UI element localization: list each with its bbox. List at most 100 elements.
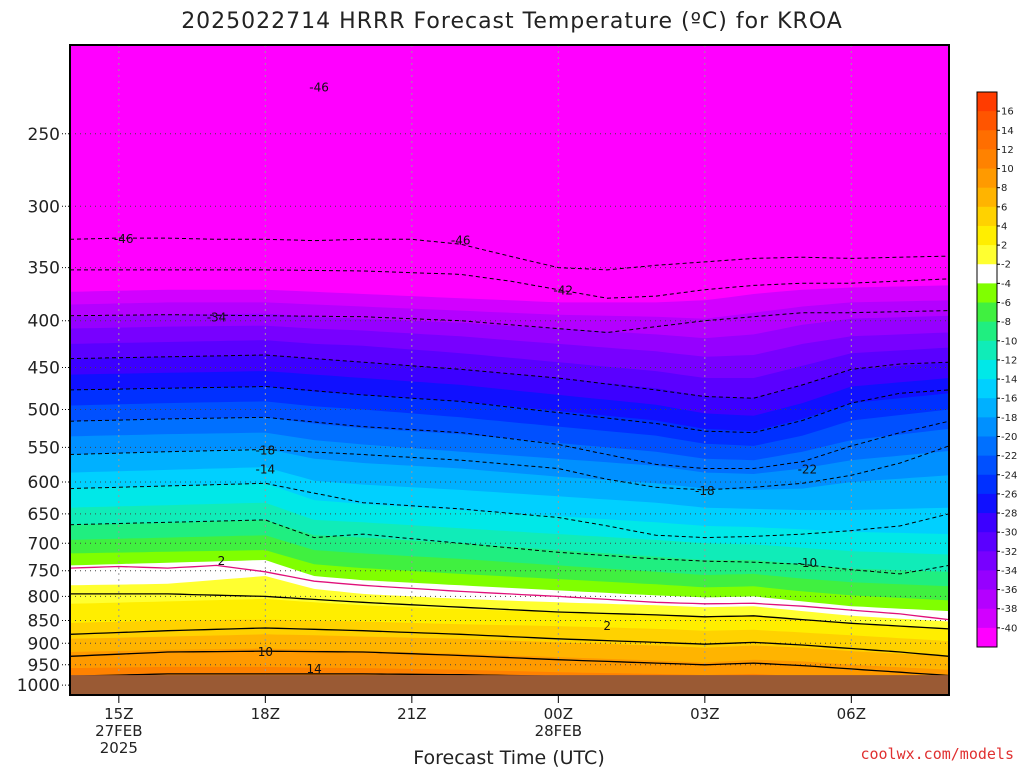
isotherm-dashed--46 [70,237,949,271]
colorbar-label: -24 [1001,470,1017,481]
isotherm-dashed--14 [70,482,949,539]
colorbar-swatch [977,321,997,342]
contour-label: -46 [451,233,471,247]
colorbar-label: 8 [1001,183,1007,194]
credit-text: coolwx.com/models [860,745,1014,763]
colorbar-label: 2 [1001,241,1007,252]
contour-label: -46 [114,232,134,246]
colorbar-swatch [977,187,997,208]
y-tick-label: 550 [28,438,60,458]
colorbar-swatch [977,608,997,629]
contour-label: 2 [218,554,226,568]
colorbar-swatch [977,206,997,227]
colorbar-label: -40 [1001,623,1017,634]
isotherm-solid-10 [70,650,949,677]
colorbar-label: -26 [1001,489,1017,500]
isotherm-solid-2 [70,593,949,630]
contour-label: -34 [207,311,227,325]
isotherm-dashed--30 [70,354,949,399]
colorbar-label: 4 [1001,221,1007,232]
colorbar-swatch [977,149,997,170]
y-tick-label: 950 [28,656,60,676]
y-tick-label: 800 [28,587,60,607]
colorbar-label: -38 [1001,604,1017,615]
colorbar-swatch [977,398,997,418]
colorbar-label: -32 [1001,547,1017,558]
colorbar-swatch [977,474,997,495]
colorbar-label: 16 [1001,107,1014,118]
y-tick-label: 750 [28,562,60,582]
ground-surface [70,675,949,695]
contour-label: -42 [553,284,573,298]
colorbar-swatch [977,264,997,284]
colorbar-swatch [977,245,997,265]
y-tick-label: 350 [28,259,60,279]
contour-label: -14 [256,463,276,477]
colorbar-label: -4 [1001,279,1011,290]
colorbar-swatch [977,92,997,112]
y-tick-label: 450 [28,359,60,379]
plot-frame [69,44,950,696]
y-tick-label: 400 [28,312,60,332]
colorbar-label: -16 [1001,394,1017,405]
x-tick-label: 15Z [104,705,133,723]
y-tick-label: 850 [28,612,60,632]
colorbar-swatch [977,283,997,304]
colorbar-label: -22 [1001,451,1017,462]
colorbar-label: -14 [1001,375,1017,386]
colorbar-swatch [977,551,997,571]
colorbar-swatch [977,340,997,361]
colorbar-frame [976,91,998,648]
colorbar-swatch [977,225,997,246]
contour-label: 14 [307,662,322,676]
colorbar-label: 12 [1001,145,1014,156]
x-tick-label: 00Z [544,705,573,723]
colorbar-swatch [977,570,997,591]
colorbar-label: -2 [1001,260,1011,271]
y-tick-label: 900 [28,634,60,654]
colorbar-label: -34 [1001,566,1017,577]
colorbar-label: -28 [1001,509,1017,520]
colorbar-label: -20 [1001,432,1017,443]
colorbar-label: 14 [1001,126,1014,137]
x-tick-label: 06Z [837,705,866,723]
isotherm-dashed--42 [70,269,949,299]
isotherm-dashed--18 [70,445,949,491]
contour-label: -22 [798,463,818,477]
x-tick-label: 18Z [251,705,280,723]
y-tick-label: 600 [28,473,60,493]
y-tick-label: 700 [28,534,60,554]
isotherm-dashed--26 [70,385,949,434]
x-axis-label: Forecast Time (UTC) [413,747,604,768]
chart-title: 2025022714 HRRR Forecast Temperature (ºC… [181,9,843,34]
y-tick-label: 300 [28,197,60,217]
contour-label: -18 [256,444,276,458]
x-tick-label: 27FEB [95,722,142,740]
y-tick-label: 250 [28,125,60,145]
x-tick-label: 03Z [690,705,719,723]
isotherm-dashed--10 [70,519,949,575]
y-tick-label: 650 [28,505,60,525]
colorbar-label: -18 [1001,413,1017,424]
colorbar-label: 10 [1001,164,1014,175]
colorbar-swatch [977,417,997,437]
colorbar-label: -10 [1001,336,1017,347]
isotherm-dashed--22 [70,416,949,469]
contour-label: -10 [798,556,818,570]
colorbar-swatch [977,513,997,533]
colorbar-swatch [977,455,997,476]
colorbar-swatch [977,111,997,131]
colorbar-swatch [977,379,997,399]
colorbar-label: -8 [1001,317,1011,328]
x-tick-label: 28FEB [535,722,582,740]
contour-label: 2 [603,619,611,633]
y-tick-label: 500 [28,400,60,420]
contour-label: -18 [695,484,715,498]
colorbar-swatch [977,302,997,323]
colorbar-swatch [977,493,997,514]
contour-label: -46 [309,81,329,95]
colorbar-swatch [977,627,997,648]
x-tick-label: 21Z [397,705,426,723]
y-tick-label: 1000 [17,676,60,696]
